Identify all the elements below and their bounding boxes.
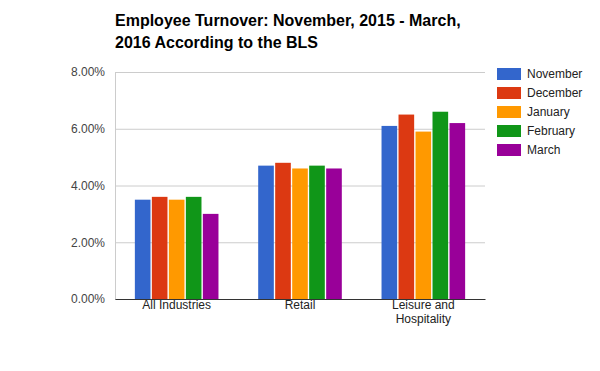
bar bbox=[416, 132, 432, 299]
bar bbox=[382, 126, 398, 299]
bar bbox=[309, 166, 325, 299]
y-tick-label: 4.00% bbox=[71, 179, 105, 193]
legend-label: March bbox=[527, 143, 560, 157]
legend-swatch bbox=[497, 106, 521, 118]
bars bbox=[135, 112, 465, 299]
y-axis-line bbox=[116, 73, 486, 300]
bar bbox=[275, 163, 291, 299]
bar bbox=[169, 200, 185, 299]
bar bbox=[186, 197, 202, 299]
legend-label: November bbox=[527, 67, 582, 81]
y-tick: 8.00% bbox=[71, 65, 485, 79]
legend-swatch bbox=[497, 144, 521, 156]
legend-item: December bbox=[497, 86, 582, 100]
y-tick-label: 0.00% bbox=[71, 292, 105, 306]
x-tick-label: Leisure andHospitality bbox=[392, 298, 455, 326]
x-tick: Leisure andHospitality bbox=[392, 298, 455, 326]
chart: Employee Turnover: November, 2015 - Marc… bbox=[0, 0, 600, 371]
legend-item: January bbox=[497, 105, 570, 119]
grid-line bbox=[115, 129, 485, 130]
legend: November December January February March bbox=[497, 67, 582, 157]
bar bbox=[399, 115, 415, 299]
legend-label: December bbox=[527, 86, 582, 100]
y-tick-label: 6.00% bbox=[71, 122, 105, 136]
y-tick-label: 8.00% bbox=[71, 65, 105, 79]
y-tick-label: 2.00% bbox=[71, 236, 105, 250]
legend-swatch bbox=[497, 125, 521, 137]
y-axis: 0.00% 2.00% 4.00% 6.00% 8.00% bbox=[71, 65, 485, 306]
bar bbox=[152, 197, 168, 299]
bar bbox=[258, 166, 274, 299]
bar bbox=[135, 200, 151, 299]
legend-swatch bbox=[497, 87, 521, 99]
text-line: Leisure and bbox=[392, 298, 455, 312]
legend-swatch bbox=[497, 68, 521, 80]
bar bbox=[450, 123, 466, 299]
legend-item: February bbox=[497, 124, 575, 138]
text-line: 2016 According to the BLS bbox=[115, 34, 318, 51]
x-tick: All Industries bbox=[142, 298, 211, 312]
x-tick: Retail bbox=[285, 298, 316, 312]
legend-item: November bbox=[497, 67, 582, 81]
bar bbox=[203, 214, 219, 299]
bar bbox=[433, 112, 449, 299]
legend-label: February bbox=[527, 124, 575, 138]
title: Employee Turnover: November, 2015 - Marc… bbox=[115, 12, 461, 51]
text-line: Retail bbox=[285, 298, 316, 312]
legend-label: January bbox=[527, 105, 570, 119]
text-line: Employee Turnover: November, 2015 - Marc… bbox=[115, 12, 461, 29]
bar bbox=[326, 168, 342, 299]
grid-line bbox=[115, 72, 485, 73]
text-line: All Industries bbox=[142, 298, 211, 312]
bar bbox=[292, 168, 308, 299]
legend-item: March bbox=[497, 143, 560, 157]
x-axis: All Industries Retail Leisure andHospitali… bbox=[116, 298, 486, 326]
x-tick-label: Retail bbox=[285, 298, 316, 312]
x-tick-label: All Industries bbox=[142, 298, 211, 312]
plot: 0.00% 2.00% 4.00% 6.00% 8.00% All Industries R… bbox=[71, 65, 486, 326]
text-line: Hospitality bbox=[396, 312, 451, 326]
